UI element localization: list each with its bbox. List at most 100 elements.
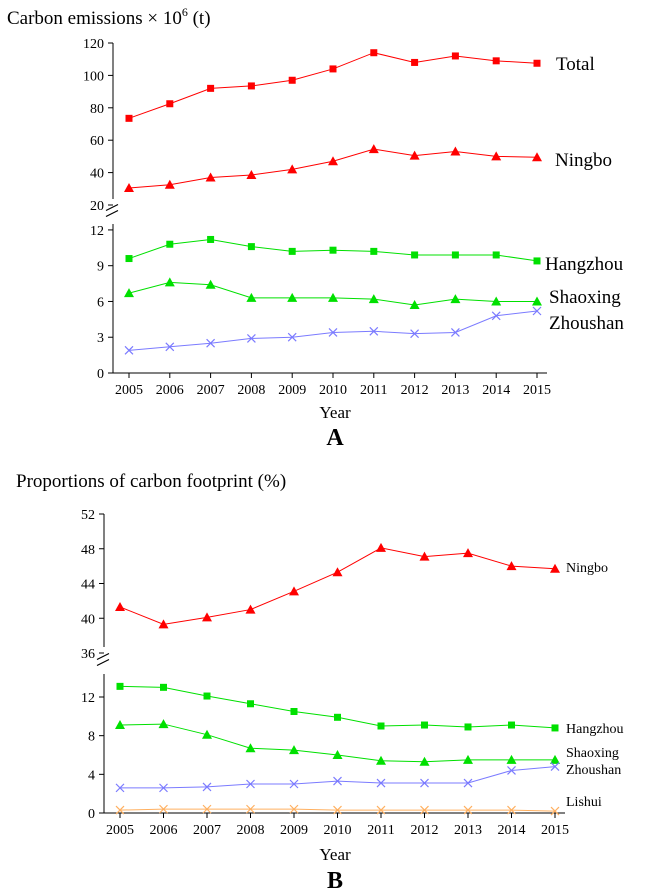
data-point bbox=[124, 345, 134, 355]
x-tick-label: 2013 bbox=[454, 823, 482, 838]
x-tick-label: 2009 bbox=[278, 383, 306, 398]
data-point bbox=[463, 754, 473, 764]
data-point bbox=[334, 713, 341, 721]
x-tick-label: 2005 bbox=[106, 823, 134, 838]
series-line bbox=[128, 52, 538, 119]
data-point bbox=[164, 277, 175, 287]
data-point bbox=[288, 247, 296, 255]
data-point bbox=[551, 724, 559, 732]
data-point bbox=[508, 721, 515, 729]
data-point bbox=[451, 251, 459, 259]
x-tick-label: 2010 bbox=[324, 823, 352, 838]
data-point bbox=[450, 146, 461, 156]
data-point bbox=[246, 292, 257, 302]
chart-panel-b: Proportions of carbon footprint (%)36404… bbox=[16, 471, 624, 891]
data-point bbox=[289, 586, 299, 596]
y-tick-label: 44 bbox=[81, 578, 95, 593]
data-point bbox=[332, 750, 343, 759]
data-point bbox=[332, 567, 343, 577]
x-tick-label: 2005 bbox=[115, 383, 143, 398]
data-point bbox=[409, 150, 420, 160]
data-point bbox=[329, 246, 337, 254]
y-tick-label: 0 bbox=[88, 807, 95, 822]
series-label: Zhoushan bbox=[566, 763, 621, 778]
data-point bbox=[370, 247, 378, 255]
data-point bbox=[158, 719, 169, 729]
y-tick-label: 48 bbox=[81, 543, 95, 558]
x-tick-label: 2010 bbox=[319, 383, 347, 398]
data-point bbox=[550, 563, 560, 573]
data-point bbox=[115, 805, 125, 815]
y-tick-label: 60 bbox=[90, 134, 104, 149]
series-line bbox=[128, 148, 538, 189]
series-label: Total bbox=[556, 54, 595, 75]
series-label: Lishui bbox=[566, 795, 602, 810]
data-point bbox=[532, 306, 542, 316]
data-point bbox=[328, 292, 338, 302]
data-point bbox=[202, 782, 212, 792]
data-point bbox=[205, 172, 216, 182]
data-point bbox=[288, 76, 296, 84]
series-shaoxing bbox=[124, 277, 542, 310]
y-tick-label: 6 bbox=[97, 295, 104, 310]
series-zhoushan bbox=[124, 306, 542, 355]
y-tick-label: 40 bbox=[81, 612, 95, 627]
data-point bbox=[507, 766, 516, 775]
data-point bbox=[207, 235, 215, 243]
data-point bbox=[376, 542, 386, 552]
data-point bbox=[202, 729, 212, 739]
series-shaoxing bbox=[115, 719, 560, 766]
data-point bbox=[245, 604, 256, 614]
data-point bbox=[492, 57, 500, 65]
data-point bbox=[115, 783, 125, 793]
data-point bbox=[115, 720, 125, 730]
data-point bbox=[203, 692, 211, 700]
data-point bbox=[464, 723, 472, 731]
data-point bbox=[289, 804, 299, 814]
data-point bbox=[409, 300, 420, 310]
data-point bbox=[164, 179, 175, 189]
data-point bbox=[287, 164, 298, 174]
series-line bbox=[120, 766, 556, 789]
data-point bbox=[491, 151, 502, 161]
data-point bbox=[533, 59, 541, 67]
data-point bbox=[419, 551, 430, 561]
series-ningbo bbox=[124, 144, 542, 192]
data-point bbox=[451, 52, 459, 60]
data-point bbox=[420, 805, 429, 815]
data-point bbox=[507, 805, 516, 815]
data-point bbox=[125, 114, 133, 122]
x-tick-label: 2015 bbox=[523, 383, 551, 398]
data-point bbox=[328, 328, 338, 337]
data-point bbox=[463, 548, 473, 558]
series-label: Shaoxing bbox=[566, 746, 619, 761]
data-point bbox=[550, 754, 560, 764]
y-tick-label: 80 bbox=[90, 102, 104, 117]
x-tick-label: 2008 bbox=[237, 383, 265, 398]
data-point bbox=[165, 342, 175, 352]
y-axis-title: Carbon emissions × 106 (t) bbox=[7, 5, 211, 29]
series-hangzhou bbox=[125, 235, 541, 265]
data-point bbox=[166, 240, 174, 248]
data-point bbox=[369, 326, 379, 336]
y-tick-label: 20 bbox=[90, 199, 104, 214]
panel-label: A bbox=[326, 425, 344, 451]
x-tick-label: 2015 bbox=[541, 823, 569, 838]
data-point bbox=[115, 601, 125, 611]
data-point bbox=[160, 683, 167, 691]
y-tick-label: 52 bbox=[81, 508, 95, 523]
data-point bbox=[247, 82, 255, 90]
data-point bbox=[550, 806, 560, 816]
data-point bbox=[420, 778, 429, 788]
data-point bbox=[410, 329, 420, 339]
x-axis-title: Year bbox=[319, 845, 351, 864]
data-point bbox=[376, 755, 386, 765]
data-point bbox=[506, 561, 517, 571]
y-tick-label: 12 bbox=[81, 691, 95, 706]
x-tick-label: 2012 bbox=[401, 383, 429, 398]
data-point bbox=[492, 251, 500, 259]
data-point bbox=[370, 49, 378, 57]
data-point bbox=[532, 152, 542, 162]
x-tick-label: 2006 bbox=[156, 383, 184, 398]
data-point bbox=[247, 243, 255, 251]
